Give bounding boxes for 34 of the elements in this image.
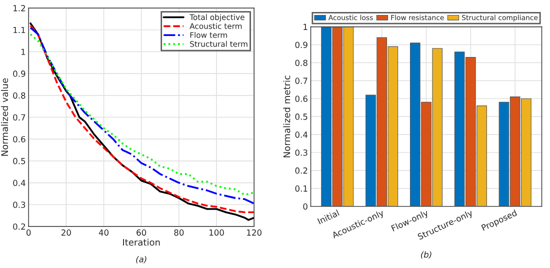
- x-tick-label: 100: [209, 229, 224, 236]
- y-tick-label: 0.3: [13, 202, 26, 208]
- y-tick-label: 1.1: [13, 26, 26, 34]
- y-tick-label: 0.7: [13, 114, 26, 121]
- y-tick-label: 0.8: [295, 60, 308, 66]
- y-tick-label: 0.3: [295, 149, 308, 156]
- y-tick-label: 0: [303, 203, 308, 210]
- x-tick-label: 120: [247, 229, 262, 236]
- y-tick-label: 1: [21, 48, 26, 55]
- y-tick-label: 0.1: [295, 185, 308, 192]
- y-tick-label: 0.2: [295, 167, 308, 174]
- y-tick-label: 0.6: [295, 96, 308, 102]
- text: (b): [420, 251, 432, 259]
- text: (a): [136, 256, 146, 264]
- y-tick-label: 0.5: [13, 158, 26, 164]
- y-tick-label: 0.9: [13, 70, 26, 77]
- y-tick-label: 1: [304, 24, 308, 30]
- y-tick-label: 1.2: [13, 5, 25, 12]
- y-tick-label: 0.5: [295, 114, 308, 120]
- x-axis-title: Iteration: [123, 238, 160, 246]
- x-tick-label: 20: [61, 229, 71, 236]
- y-tick-label: 0.8: [13, 92, 26, 99]
- y-tick-label: 0.9: [295, 42, 308, 48]
- y-axis-title: Normalized value: [1, 78, 8, 156]
- x-tick-label: 60: [136, 229, 146, 236]
- y-tick-label: 0.7: [295, 78, 308, 84]
- y-axis-title: Normalized metric: [283, 76, 290, 158]
- y-tick-label: 0.4: [295, 132, 308, 138]
- y-tick-label: 0.6: [13, 136, 26, 142]
- x-tick-label: 40: [98, 229, 109, 236]
- y-tick-label: 0.2: [13, 223, 25, 230]
- x-tick-label: 80: [174, 229, 184, 236]
- y-tick-label: 0.4: [13, 180, 26, 186]
- x-tick-label: 0: [26, 229, 31, 236]
